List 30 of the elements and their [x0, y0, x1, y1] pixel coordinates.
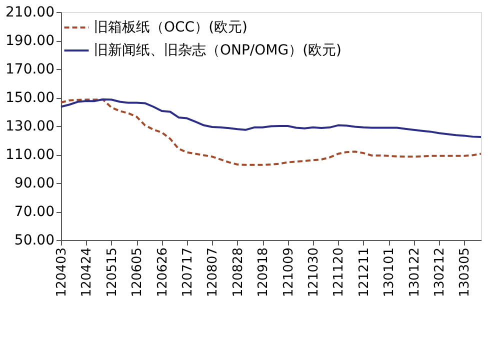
y-tick-label: 130.00	[6, 118, 54, 134]
x-tick-label: 120605	[130, 248, 146, 298]
x-tick-label: 130212	[432, 248, 448, 298]
y-tick-label: 110.00	[6, 147, 54, 163]
legend-label: 旧新闻纸、旧杂志（ONP/OMG）(欧元)	[94, 42, 342, 58]
x-tick-label: 121120	[332, 248, 347, 298]
x-tick-label: 120403	[54, 248, 70, 298]
y-tick-label: 50.00	[14, 232, 54, 248]
x-tick-label: 130305	[458, 248, 473, 298]
line-series	[60, 98, 482, 138]
x-tick-label: 120828	[230, 248, 246, 298]
x-tick-label: 120424	[80, 248, 95, 298]
x-tick-label: 121009	[281, 248, 296, 298]
y-tick-label: 150.00	[6, 90, 54, 106]
x-tick-label: 130122	[407, 248, 422, 298]
y-tick-label: 70.00	[14, 204, 54, 220]
x-tick-label: 120515	[104, 248, 120, 298]
y-tick-label: 90.00	[14, 176, 54, 192]
y-tick-label: 190.00	[6, 33, 54, 49]
y-tick-label: 210.00	[6, 4, 54, 20]
x-tick-label: 120807	[206, 248, 221, 298]
line-series	[60, 98, 482, 166]
y-tick-label: 170.00	[6, 62, 54, 78]
x-tick-label: 130101	[382, 248, 398, 298]
x-tick-label: 121211	[356, 248, 372, 298]
x-tick-label: 120626	[155, 248, 170, 298]
x-tick-label: 120717	[180, 248, 196, 298]
x-tick-label: 121030	[306, 248, 322, 298]
legend-label: 旧箱板纸（OCC）(欧元)	[94, 20, 248, 36]
x-tick-label: 120918	[256, 248, 272, 298]
